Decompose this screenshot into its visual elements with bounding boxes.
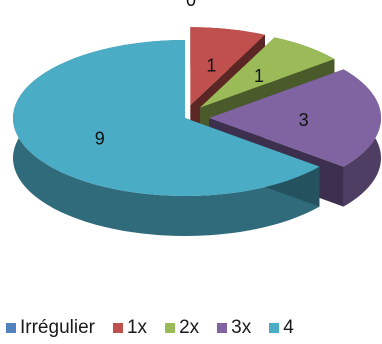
data-label-irr-gulier: 0 — [186, 0, 196, 10]
pie-slice-4x — [13, 40, 320, 196]
pie-slice-1x — [190, 27, 265, 106]
data-label-1x: 1 — [206, 55, 216, 75]
chart-legend: Irrégulier 1x 2x 3x 4 — [6, 316, 382, 340]
legend-item-3x: 3x — [217, 317, 251, 339]
legend-label-4x: 4 — [283, 317, 294, 338]
legend-swatch-1x — [112, 323, 123, 333]
pie-slice-2x — [199, 37, 335, 108]
data-label-2x: 1 — [254, 66, 264, 86]
legend-label-1x: 1x — [126, 317, 148, 338]
legend-swatch-3x — [217, 323, 228, 333]
legend-swatch-irregulier — [6, 323, 16, 333]
legend-label-3x: 3x — [231, 317, 252, 338]
legend-item-1x: 1x — [112, 317, 148, 339]
data-label-3x: 3 — [299, 110, 309, 130]
legend-item-2x: 2x — [165, 317, 199, 339]
legend-swatch-2x — [165, 323, 176, 333]
legend-label-irregulier: Irrégulier — [20, 317, 95, 338]
data-label-4x: 9 — [95, 129, 105, 149]
legend-swatch-4x — [269, 323, 280, 333]
pie-slice-3x — [209, 69, 381, 167]
legend-item-4x: 4 — [269, 317, 294, 339]
legend-item-irregulier: Irrégulier — [6, 317, 95, 339]
legend-label-2x: 2x — [179, 317, 200, 338]
